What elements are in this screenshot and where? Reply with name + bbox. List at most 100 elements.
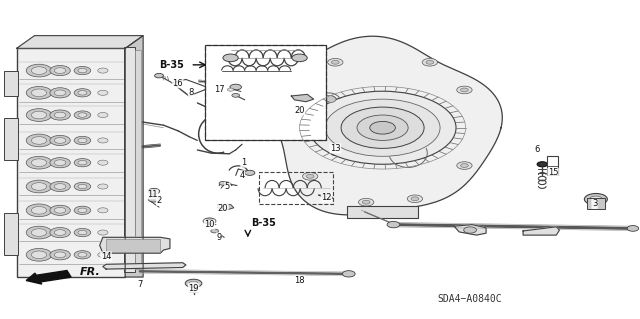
Polygon shape [454,225,486,235]
Circle shape [26,64,52,77]
Circle shape [230,84,241,90]
Circle shape [78,184,87,189]
Text: 9: 9 [216,233,221,242]
Circle shape [537,162,547,167]
Text: 12: 12 [321,193,332,202]
Bar [259,172,333,204]
Circle shape [457,86,472,94]
Text: SDA4−A0840C: SDA4−A0840C [438,294,502,304]
Circle shape [185,279,202,287]
Circle shape [407,195,422,203]
Circle shape [78,160,87,165]
Circle shape [341,107,424,148]
Circle shape [26,249,52,261]
Circle shape [74,182,91,191]
Circle shape [362,200,370,204]
Circle shape [411,197,419,201]
Circle shape [78,230,87,235]
Circle shape [31,251,47,259]
Circle shape [54,137,66,143]
Circle shape [50,158,70,168]
Bar [4,70,18,96]
Text: 16: 16 [172,79,183,88]
Circle shape [328,58,343,66]
Circle shape [31,183,47,190]
Circle shape [74,66,91,75]
Circle shape [332,60,339,64]
Circle shape [331,142,340,146]
Bar [17,48,125,277]
Text: 19: 19 [188,284,199,293]
Text: 14: 14 [101,252,111,261]
Circle shape [54,207,66,213]
Text: 18: 18 [294,276,305,285]
Circle shape [342,271,355,277]
Circle shape [325,99,440,156]
Circle shape [589,196,602,202]
Bar [106,239,161,252]
Circle shape [584,194,607,205]
Circle shape [98,138,108,143]
Circle shape [50,110,70,120]
Circle shape [98,90,108,95]
Polygon shape [218,204,234,210]
Circle shape [74,159,91,167]
Circle shape [54,68,66,73]
Text: 6: 6 [534,145,540,154]
Text: 5: 5 [225,182,230,191]
Circle shape [148,196,160,202]
Circle shape [26,180,52,193]
Circle shape [74,136,91,145]
Circle shape [98,68,108,73]
Text: 13: 13 [330,144,340,153]
Circle shape [78,253,87,257]
Circle shape [50,182,70,192]
Circle shape [78,91,87,95]
Circle shape [50,205,70,215]
Circle shape [54,112,66,118]
Circle shape [358,198,374,206]
Circle shape [26,86,52,99]
Circle shape [74,206,91,214]
Polygon shape [275,36,502,215]
Text: 10: 10 [204,220,215,229]
Circle shape [98,230,108,235]
Circle shape [26,156,52,169]
Circle shape [244,170,255,175]
Circle shape [54,230,66,235]
Circle shape [31,89,47,97]
Text: 7: 7 [137,280,143,289]
Circle shape [627,226,639,231]
Circle shape [78,68,87,73]
Text: 15: 15 [548,168,558,177]
Circle shape [31,137,47,144]
Circle shape [74,228,91,237]
Circle shape [50,65,70,76]
Text: 8: 8 [188,88,194,97]
FancyArrow shape [26,271,71,284]
Text: 11: 11 [147,190,158,199]
Text: 2: 2 [156,196,162,205]
Circle shape [54,252,66,258]
Circle shape [50,250,70,260]
Polygon shape [291,94,314,102]
Circle shape [211,229,218,233]
Circle shape [155,73,164,78]
Text: 20: 20 [294,106,305,115]
Circle shape [219,182,227,185]
Circle shape [78,138,87,143]
Circle shape [31,111,47,119]
Bar [205,45,326,140]
Circle shape [31,67,47,74]
Circle shape [387,221,400,228]
Bar [205,45,326,140]
Circle shape [98,208,108,213]
Circle shape [98,252,108,257]
Text: B-35: B-35 [159,60,184,70]
Circle shape [461,88,468,92]
Circle shape [50,227,70,238]
Polygon shape [319,195,333,199]
Bar [4,213,18,255]
Circle shape [370,122,396,134]
Text: 4: 4 [239,171,244,180]
